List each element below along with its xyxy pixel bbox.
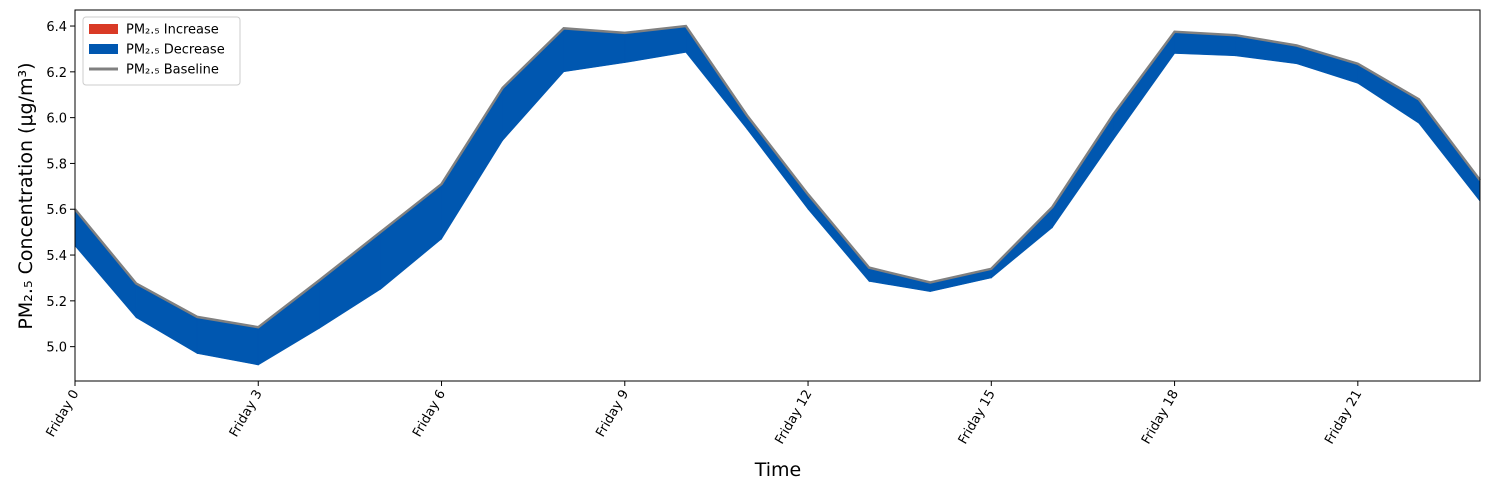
- y-tick-label: 5.6: [46, 203, 67, 218]
- difference-band: [380, 183, 442, 291]
- difference-band: [441, 86, 503, 241]
- difference-band: [502, 27, 564, 142]
- legend-label: PM₂.₅ Baseline: [126, 63, 219, 78]
- legend-label: PM₂.₅ Decrease: [126, 43, 225, 58]
- difference-band: [1296, 45, 1359, 84]
- x-tick-label: Friday 21: [1322, 388, 1365, 448]
- plot-frame: [74, 9, 1481, 382]
- x-tick-label: Friday 18: [1139, 388, 1182, 448]
- y-tick-label: 5.0: [46, 341, 67, 356]
- difference-band: [257, 279, 320, 366]
- difference-band: [807, 193, 870, 283]
- difference-band: [563, 27, 626, 73]
- y-tick-label: 6.2: [46, 66, 67, 81]
- legend-swatch: [89, 44, 118, 54]
- x-tick-label: Friday 3: [227, 388, 266, 440]
- difference-band: [135, 282, 198, 355]
- x-tick-label: Friday 0: [44, 388, 83, 440]
- y-tick-label: 6.4: [46, 20, 67, 35]
- y-tick-label: 5.2: [46, 295, 67, 310]
- difference-band: [196, 316, 259, 366]
- x-tick-label: Friday 6: [410, 388, 449, 440]
- y-tick-label: 6.0: [46, 112, 67, 127]
- x-tick-label: Friday 12: [772, 388, 815, 448]
- legend-label: PM₂.₅ Increase: [126, 23, 219, 38]
- difference-band: [1418, 98, 1481, 203]
- difference-band: [319, 231, 381, 329]
- difference-band: [74, 208, 137, 319]
- legend-frame: [82, 16, 241, 86]
- legend-swatch: [89, 24, 118, 34]
- y-tick-label: 5.8: [46, 157, 67, 172]
- y-tick-label: 5.4: [46, 249, 67, 264]
- x-tick-label: Friday 9: [593, 388, 632, 440]
- x-axis-label: Time: [754, 459, 802, 481]
- x-tick-label: Friday 15: [956, 388, 999, 448]
- difference-band: [1052, 113, 1114, 229]
- difference-band: [746, 114, 809, 211]
- y-axis-label: PM₂.₅ Concentration (μg/m³): [15, 62, 37, 329]
- baseline-line: [74, 24, 1481, 329]
- legend: PM₂.₅ Increase PM₂.₅ Decrease PM₂.₅ Baseli…: [82, 16, 241, 86]
- difference-band: [1113, 30, 1175, 141]
